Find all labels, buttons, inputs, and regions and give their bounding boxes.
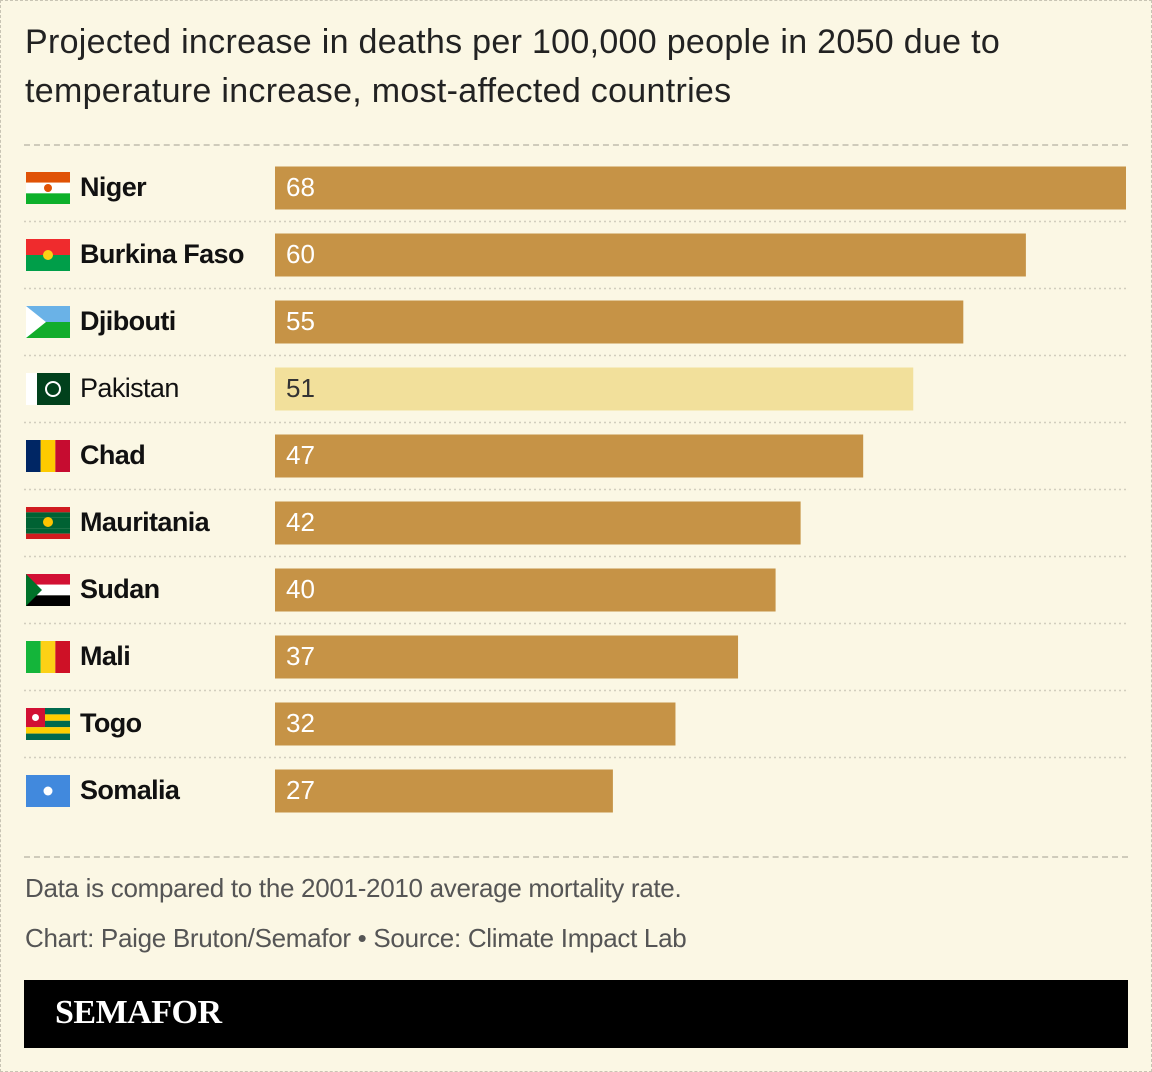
flag <box>26 574 70 606</box>
flag-part <box>26 708 70 715</box>
flag <box>26 239 70 271</box>
chart-title: Projected increase in deaths per 100,000… <box>25 23 1001 110</box>
flag-part <box>26 528 70 534</box>
divider <box>24 144 1128 146</box>
value-label: 40 <box>286 574 315 604</box>
bar <box>275 233 1026 277</box>
flag-part <box>55 641 70 673</box>
category-label: Chad <box>80 440 145 470</box>
divider <box>24 856 1128 858</box>
brand-bar: SEMAFOR <box>24 980 1128 1048</box>
bar <box>275 769 613 813</box>
flag-part <box>26 584 70 596</box>
category-label: Sudan <box>80 574 160 604</box>
flag-part <box>26 714 70 721</box>
category-label: Burkina Faso <box>80 239 244 269</box>
flag-part <box>26 595 70 606</box>
credit: Chart: Paige Bruton/Semafor • Source: Cl… <box>25 923 687 953</box>
flag-part <box>26 720 70 728</box>
flag <box>26 641 70 673</box>
value-label: 51 <box>286 373 315 403</box>
bar <box>275 635 739 679</box>
flag-part <box>40 440 56 472</box>
flag <box>26 373 70 405</box>
flag-part <box>32 714 39 721</box>
category-label: Pakistan <box>80 373 179 403</box>
category-label: Somalia <box>80 775 181 805</box>
flag-part <box>26 306 46 338</box>
category-label: Mauritania <box>80 507 211 537</box>
flag-part <box>26 727 70 734</box>
flag-part <box>45 381 61 397</box>
value-label: 37 <box>286 641 315 671</box>
category-label: Mali <box>80 641 130 671</box>
flag-part <box>26 533 70 539</box>
flag-part <box>37 373 70 405</box>
category-label: Togo <box>80 708 142 738</box>
flag <box>26 775 70 807</box>
bar <box>275 702 676 746</box>
flag-part <box>44 184 52 192</box>
flag-part <box>26 641 41 673</box>
flag-part <box>26 172 70 183</box>
flag <box>26 306 70 338</box>
flag-part <box>26 239 70 255</box>
chart: Niger 68 Burkina Faso 60 Djibouti 55 Pakistan 5… <box>24 166 1128 813</box>
bar <box>275 166 1126 210</box>
flag-part <box>26 373 37 405</box>
flag <box>26 440 70 472</box>
value-label: 47 <box>286 440 315 470</box>
flag <box>26 172 70 204</box>
value-label: 68 <box>286 172 315 202</box>
brand: SEMAFOR <box>55 994 222 1031</box>
flag-part <box>26 507 70 513</box>
flag <box>26 507 70 539</box>
flag-part <box>26 574 42 606</box>
bar <box>275 434 864 478</box>
category-label: Djibouti <box>80 306 176 336</box>
flag-part <box>26 440 41 472</box>
note: Data is compared to the 2001-2010 averag… <box>25 873 682 903</box>
flag-part <box>43 786 53 796</box>
value-label: 42 <box>286 507 315 537</box>
flag <box>26 708 70 740</box>
flag-part <box>43 517 53 527</box>
flag-part <box>43 250 53 260</box>
bar <box>275 300 964 344</box>
category-label: Niger <box>80 172 147 202</box>
value-label: 55 <box>286 306 315 336</box>
flag-part <box>26 193 70 204</box>
bar <box>275 367 914 411</box>
flag-part <box>26 574 70 585</box>
value-label: 27 <box>286 775 315 805</box>
flag-part <box>55 440 70 472</box>
bar <box>275 568 776 612</box>
flag-part <box>26 733 70 740</box>
flag-part <box>40 641 56 673</box>
flag-part <box>26 512 70 518</box>
flag-part <box>26 255 70 271</box>
value-label: 60 <box>286 239 315 269</box>
bar <box>275 501 801 545</box>
value-label: 32 <box>286 708 315 738</box>
